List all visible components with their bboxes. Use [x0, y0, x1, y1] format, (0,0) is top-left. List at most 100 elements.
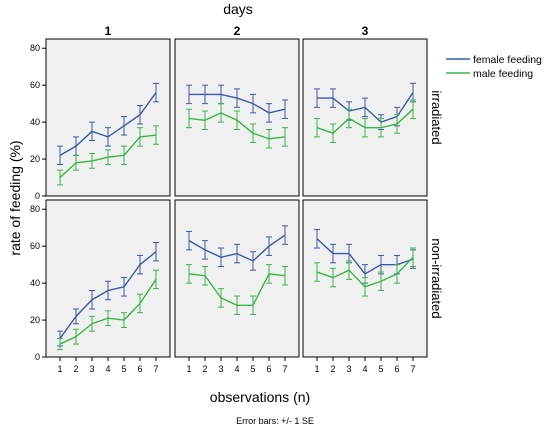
error-bar	[153, 241, 159, 262]
panel-irradiated-day-3	[302, 38, 428, 197]
error-bar	[121, 145, 127, 166]
error-bar	[186, 84, 192, 105]
error-bar	[314, 229, 320, 249]
error-bar	[105, 149, 111, 166]
panel-non-irradiated-day-3: 1 2 3 4 5 6 7	[302, 199, 428, 374]
x-tick-label: 6	[266, 364, 271, 374]
error-bar	[186, 230, 192, 251]
x-tick-label: 7	[410, 364, 415, 374]
error-bar	[73, 328, 79, 345]
error-bar	[137, 293, 143, 314]
error-bar	[362, 277, 368, 297]
y-tick-label: 80	[30, 43, 40, 53]
error-bar	[314, 88, 320, 108]
x-tick-label: 6	[137, 364, 142, 374]
error-bar	[153, 269, 159, 290]
x-tick-label: 1	[186, 364, 191, 374]
x-tick-label: 5	[121, 364, 126, 374]
panel-background	[45, 38, 171, 197]
x-tick-label: 1	[314, 364, 319, 374]
y-tick-label: 20	[30, 315, 40, 325]
x-axis-label: observations (n)	[210, 389, 310, 405]
series-female-feeding	[57, 82, 159, 166]
error-bar	[73, 154, 79, 171]
panel-irradiated-day-1: 0 20 40 60 80	[30, 38, 171, 201]
x-tick-label: 3	[346, 364, 351, 374]
error-bar	[121, 312, 127, 328]
error-bar	[314, 262, 320, 282]
y-tick-label: 60	[30, 80, 40, 90]
y-tick-label: 40	[30, 117, 40, 127]
error-bar	[266, 103, 272, 123]
error-bar	[410, 99, 416, 119]
error-bar	[250, 295, 256, 316]
error-bar	[234, 88, 240, 108]
x-tick-label: 4	[234, 364, 239, 374]
error-bar	[202, 265, 208, 286]
error-bar	[378, 117, 384, 138]
error-bar	[346, 260, 352, 280]
panel-non-irradiated-day-2: 1 2 3 4 5 6 7	[174, 199, 300, 374]
panel-background	[45, 199, 171, 358]
series-female-feeding	[186, 225, 288, 271]
error-bar	[250, 93, 256, 114]
error-bar	[330, 88, 336, 108]
x-tick-label: 3	[218, 364, 223, 374]
error-bar	[89, 290, 95, 310]
x-tick-label: 7	[282, 364, 287, 374]
error-bar	[121, 277, 127, 297]
y-tick-label: 60	[30, 241, 40, 251]
legend: female feeding male feeding	[446, 54, 542, 80]
error-bar	[234, 295, 240, 316]
y-tick-label: 80	[30, 204, 40, 214]
x-tick-label: 5	[250, 364, 255, 374]
error-bar	[153, 125, 159, 145]
series-male-feeding	[57, 125, 159, 186]
error-bar	[218, 103, 224, 123]
error-bar	[330, 243, 336, 264]
error-bar	[250, 123, 256, 143]
error-bar	[57, 338, 63, 351]
error-bar	[282, 127, 288, 147]
x-tick-label: 5	[378, 364, 383, 374]
error-bar	[234, 110, 240, 131]
error-bar	[266, 129, 272, 149]
series-male-feeding	[314, 247, 416, 297]
error-bar	[330, 267, 336, 288]
y-tick-label: 0	[35, 191, 40, 201]
error-bar	[73, 308, 79, 325]
x-tick-label: 7	[153, 364, 158, 374]
error-bar	[394, 114, 400, 134]
error-bar	[186, 264, 192, 284]
panel-background	[174, 199, 300, 358]
error-bar	[266, 236, 272, 256]
column-label-2: 2	[234, 24, 241, 38]
row-labels-group: irradiated non-irradiated	[429, 90, 444, 318]
error-bar	[234, 243, 240, 264]
error-bar	[346, 108, 352, 129]
series-male-feeding	[186, 264, 288, 316]
column-label-1: 1	[105, 24, 112, 38]
error-bar	[410, 247, 416, 267]
y-tick-label: 40	[30, 278, 40, 288]
error-bar	[137, 104, 143, 125]
row-label-non-irradiated: non-irradiated	[429, 238, 444, 318]
error-bar	[57, 169, 63, 186]
x-tick-label: 2	[202, 364, 207, 374]
y-tick-label: 0	[35, 352, 40, 362]
error-bar	[362, 117, 368, 138]
y-tick-label: 20	[30, 154, 40, 164]
x-tick-label: 2	[330, 364, 335, 374]
x-tick-label: 4	[105, 364, 110, 374]
panel-background	[302, 38, 428, 197]
error-bar	[121, 116, 127, 136]
legend-label-female-feeding: female feeding	[473, 54, 542, 66]
panels-group: 1 2 3 0 20 40 60 80 0 20 40 60 80 1 2 3 4 5 6 7 1 2 3 4 5 6 7 1 2 3 4 5…	[30, 24, 428, 374]
series-female-feeding	[57, 241, 159, 347]
series-male-feeding	[314, 99, 416, 143]
error-bar	[202, 84, 208, 105]
error-bar	[218, 247, 224, 267]
y-axis-label: rate of feeding (%)	[7, 140, 23, 255]
row-label-irradiated: irradiated	[429, 90, 444, 144]
